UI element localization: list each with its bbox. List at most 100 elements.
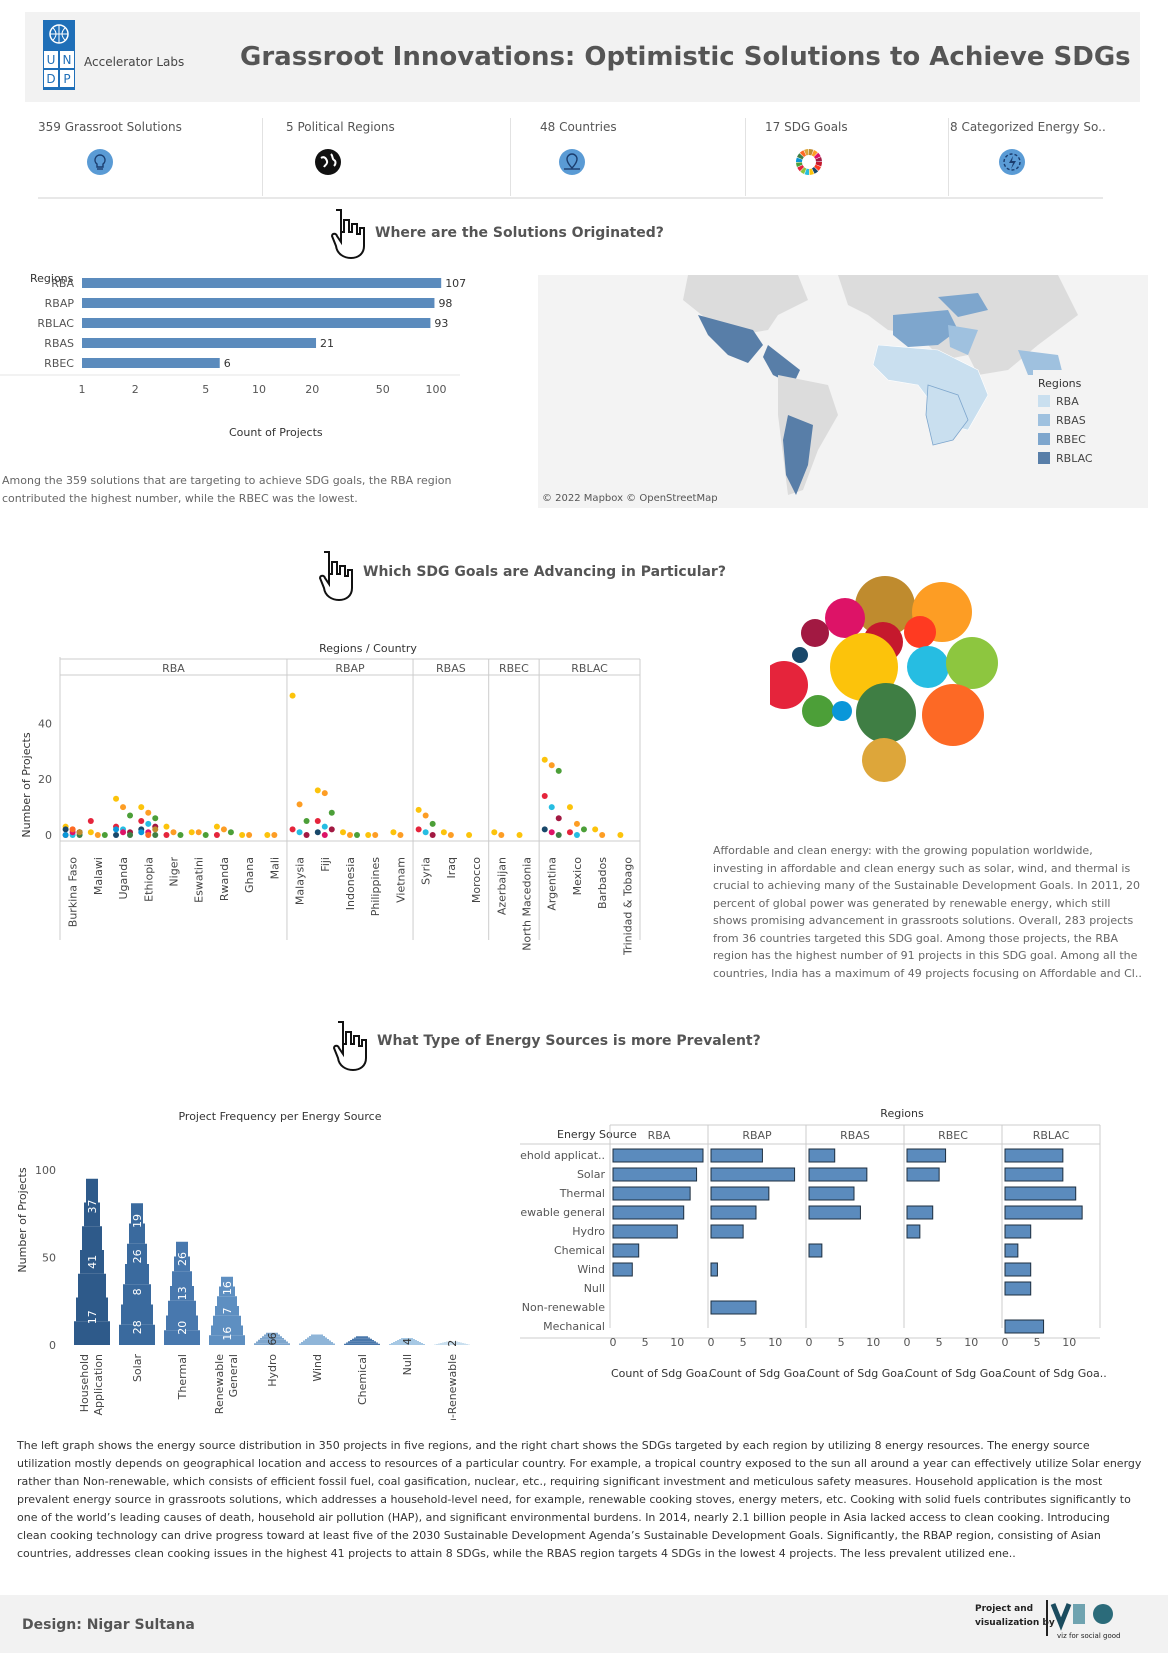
axis-title: Energy Source [557, 1128, 637, 1141]
frequency-bar-step [164, 1330, 200, 1345]
axis-title: Number of Projects [20, 732, 33, 837]
frequency-bar-step [307, 1337, 327, 1339]
tick-label: 0 [45, 829, 52, 842]
data-point [365, 832, 372, 838]
frequency-bar-step [391, 1343, 423, 1344]
sdg-bubble [832, 701, 852, 721]
energy-region-bar [612, 1262, 633, 1277]
region-rba-south[interactable] [925, 384, 969, 446]
energy-region-bar [710, 1186, 770, 1201]
data-point [170, 829, 177, 836]
region-rbas[interactable] [893, 310, 958, 347]
data-point [152, 832, 159, 838]
kpi-divider [948, 118, 949, 196]
axis-title: Count of Sdg Goa.. [611, 1367, 715, 1380]
energy-region-bar [1004, 1167, 1064, 1182]
chart-title: Regions [880, 1107, 924, 1120]
kpi-label: 8 Categorized Energy So.. [950, 120, 1106, 134]
axis-title: Regions [30, 272, 74, 285]
energy-source-label: Hydro [572, 1225, 605, 1238]
legend-swatch-rbas [1038, 414, 1050, 426]
section-title-energy: What Type of Energy Sources is more Prev… [377, 1033, 761, 1049]
data-point [422, 829, 429, 836]
frequency-bar-step [121, 1304, 153, 1325]
credit-line: visualization by [975, 1618, 1055, 1628]
kpi-sdg-goals[interactable]: 17 SDG Goals [765, 120, 945, 198]
frequency-bar-step [221, 1276, 233, 1287]
energy-region-bar [612, 1243, 640, 1258]
energy-region-bar [710, 1300, 757, 1315]
data-point [120, 829, 127, 836]
frequency-bar-step [444, 1342, 460, 1343]
energy-region-bar [808, 1167, 868, 1182]
sdg-wheel-segment [804, 149, 809, 156]
region-rbas-east[interactable] [948, 325, 978, 355]
viz-for-social-good-logo[interactable]: viz for social good [1045, 1598, 1125, 1643]
sdg-bubble [770, 661, 808, 709]
data-label: 98 [438, 297, 452, 310]
data-point [397, 832, 404, 838]
kpi-countries[interactable]: 48 Countries [540, 120, 740, 198]
country-label: Azerbaijan [495, 857, 508, 915]
data-label: 13 [176, 1286, 189, 1300]
data-label: 20 [176, 1321, 189, 1335]
region-header: RBA [162, 662, 185, 675]
frequency-bar-step [348, 1341, 376, 1343]
data-point [152, 826, 159, 833]
energy-region-bar [1004, 1224, 1032, 1239]
data-point [415, 826, 422, 833]
region-rbap[interactable] [1018, 350, 1063, 375]
region-rblac-central[interactable] [698, 315, 763, 363]
regions-map[interactable]: © 2022 Mapbox © OpenStreetMap Regions RB… [538, 275, 1148, 508]
frequency-bar-step [172, 1271, 192, 1286]
tick-label: 1 [79, 383, 86, 396]
energy-region-bar [710, 1167, 796, 1182]
undp-logo: U N D P [43, 20, 75, 90]
data-point [491, 829, 498, 836]
kpi-solutions[interactable]: 359 Grassroot Solutions [38, 120, 238, 198]
page-title: Grassroot Innovations: Optimistic Soluti… [240, 42, 1131, 72]
globe-icon [315, 149, 341, 175]
energy-region-bar [808, 1205, 861, 1220]
sdg-bubble [802, 695, 834, 727]
data-point [239, 832, 246, 838]
energy-region-bar [906, 1167, 940, 1182]
logo-tagline: viz for social good [1057, 1632, 1120, 1640]
map-pin-icon [559, 149, 585, 175]
data-point [127, 812, 134, 819]
sdg-wheel-segment [799, 150, 807, 158]
data-point [555, 815, 562, 822]
tick-label: 10 [252, 383, 266, 396]
country-label: Ghana [243, 857, 256, 893]
region-rblac-south[interactable] [783, 415, 813, 495]
frequency-bar-step [344, 1343, 380, 1345]
data-point [314, 818, 321, 825]
tick-label: 100 [426, 383, 447, 396]
country-label: Malawi [92, 857, 105, 895]
frequency-bar-step [213, 1315, 241, 1326]
kpi-energy-sources[interactable]: 8 Categorized Energy So.. [950, 120, 1110, 198]
data-point [516, 832, 523, 838]
category-label: Hydro [266, 1354, 279, 1387]
data-point [163, 823, 170, 830]
frequency-bar-step [346, 1342, 378, 1344]
data-label: 93 [434, 317, 448, 330]
region-rblac-north[interactable] [763, 345, 800, 385]
region-rbec[interactable] [938, 293, 988, 317]
energy-region-bar [710, 1205, 757, 1220]
data-point [227, 829, 234, 836]
data-point [592, 826, 599, 833]
kpi-regions[interactable]: 5 Political Regions [286, 120, 486, 198]
credit-text: Project and visualization by [975, 1602, 1055, 1630]
data-point [76, 829, 83, 836]
header-banner [25, 12, 1140, 102]
energy-source-label: Chemical [554, 1244, 605, 1257]
data-label: 6 [266, 1338, 279, 1345]
tick-label: 100 [35, 1164, 56, 1177]
sdg-wheel-segment [815, 162, 822, 167]
tick-label: 0 [1002, 1336, 1009, 1349]
frequency-bar-step [260, 1338, 284, 1340]
sdg-wheel-segment [809, 168, 814, 175]
frequency-bar-step [442, 1342, 462, 1343]
frequency-bar-step [84, 1202, 100, 1227]
